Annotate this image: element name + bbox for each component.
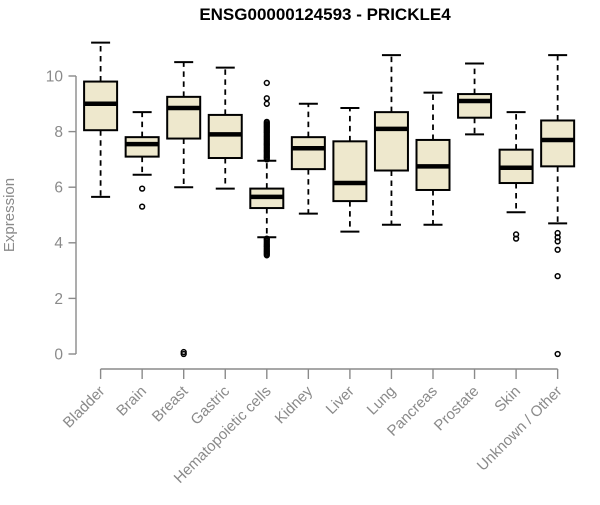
iqr-box bbox=[124, 136, 160, 158]
iqr-box bbox=[373, 111, 409, 172]
x-tick-label-bladder: Bladder bbox=[60, 383, 109, 432]
x-tick-label-brain: Brain bbox=[113, 383, 150, 420]
box-group-gastric bbox=[207, 66, 243, 190]
outlier-point bbox=[554, 350, 561, 358]
outlier-point bbox=[554, 273, 561, 280]
box-group-pancreas bbox=[415, 91, 451, 226]
iqr-box bbox=[166, 95, 202, 140]
iqr-box bbox=[290, 136, 326, 171]
y-tick-label: 8 bbox=[54, 124, 63, 141]
y-tick-label: 2 bbox=[54, 291, 63, 308]
y-tick-label: 0 bbox=[54, 346, 63, 363]
outlier-point bbox=[263, 95, 270, 102]
chart-title: ENSG00000124593 - PRICKLE4 bbox=[199, 5, 451, 24]
outlier-point bbox=[263, 79, 270, 87]
outlier-point bbox=[139, 185, 146, 192]
x-tick-label-liver: Liver bbox=[323, 383, 358, 418]
iqr-box bbox=[332, 140, 368, 203]
y-tick-label: 10 bbox=[46, 68, 64, 85]
box-group-skin bbox=[498, 111, 534, 242]
x-tick-label-prostate: Prostate bbox=[431, 383, 483, 435]
box-group-liver bbox=[332, 106, 368, 233]
box-group-lung bbox=[373, 54, 409, 226]
x-tick-label-kidney: Kidney bbox=[272, 382, 317, 427]
y-tick-label: 4 bbox=[54, 235, 63, 252]
box-group-unknown-other bbox=[540, 54, 576, 358]
box-group-prostate bbox=[457, 62, 493, 136]
iqr-box bbox=[457, 93, 493, 119]
outlier-point bbox=[554, 246, 561, 253]
box-group-brain bbox=[124, 111, 160, 210]
y-tick-label: 6 bbox=[54, 180, 63, 197]
box-group-kidney bbox=[290, 102, 326, 215]
x-tick-label-skin: Skin bbox=[491, 383, 524, 416]
y-axis-title: Expression bbox=[1, 178, 18, 252]
box-group-hematopoietic-cells bbox=[249, 79, 285, 259]
outlier-point bbox=[180, 350, 187, 358]
outlier-point bbox=[263, 156, 270, 163]
outlier-point bbox=[263, 100, 270, 107]
iqr-box bbox=[540, 119, 576, 168]
box-series bbox=[83, 41, 576, 358]
outlier-point bbox=[263, 252, 270, 259]
outlier-point bbox=[554, 238, 561, 245]
x-tick-label-breast: Breast bbox=[149, 382, 192, 425]
x-tick-label-lung: Lung bbox=[364, 383, 400, 419]
outlier-point bbox=[139, 203, 146, 210]
box-group-bladder bbox=[83, 41, 119, 198]
outlier-point bbox=[512, 235, 520, 242]
box-group-breast bbox=[166, 61, 202, 358]
